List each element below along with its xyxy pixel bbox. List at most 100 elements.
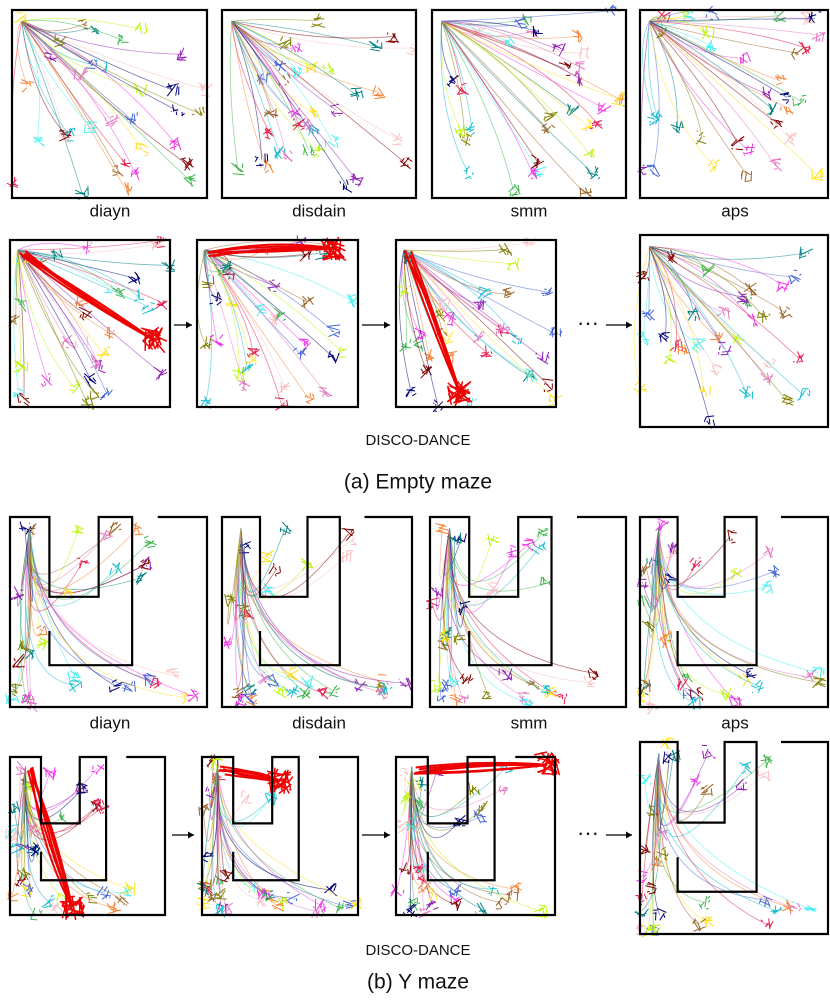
cluster-stroke (745, 174, 746, 182)
trajectory (22, 21, 184, 54)
cluster-stroke (648, 701, 649, 711)
cluster-stroke (719, 346, 720, 350)
method-label: DISCO-DANCE (365, 432, 470, 449)
cluster-stroke (812, 170, 813, 180)
cluster-stroke (819, 684, 825, 685)
trajectory (659, 754, 767, 925)
cluster-stroke (774, 169, 778, 170)
trajectory (30, 528, 79, 587)
cluster-stroke (642, 574, 643, 577)
cluster-stroke (215, 899, 226, 900)
cluster-stroke (324, 903, 325, 911)
cluster-stroke (125, 898, 126, 899)
cluster-stroke (173, 104, 174, 111)
cluster-stroke (526, 539, 533, 541)
cluster-stroke (507, 550, 517, 553)
trajectory (232, 21, 319, 152)
cluster-stroke (766, 580, 773, 582)
cluster-stroke (443, 679, 447, 683)
cluster-stroke (407, 781, 408, 782)
trajectory (404, 250, 531, 375)
cluster-stroke (84, 22, 87, 24)
cluster-stroke (756, 680, 761, 685)
cluster-stroke (109, 897, 110, 898)
cluster-stroke (337, 142, 338, 148)
cluster-stroke (120, 895, 129, 903)
cluster-stroke (700, 902, 704, 907)
cluster-stroke (453, 353, 454, 364)
cluster-stroke (273, 291, 276, 292)
cluster-stroke (799, 274, 801, 275)
cluster-stroke (791, 54, 795, 59)
cluster-stroke (800, 256, 806, 258)
cluster-stroke (205, 883, 210, 884)
trajectory (659, 528, 810, 677)
trajectory (442, 21, 532, 173)
arrow-head (188, 832, 194, 839)
figure: diayn disdain smm aps ··· DISCO-DANCE (a… (0, 0, 830, 998)
cluster-stroke (518, 341, 519, 344)
cluster-stroke (23, 17, 24, 18)
cluster-stroke (27, 362, 28, 372)
cluster-stroke (301, 128, 305, 129)
cluster-stroke (743, 681, 746, 686)
cluster-stroke (306, 396, 314, 399)
cluster-stroke (109, 326, 110, 339)
cluster-stroke (647, 891, 650, 892)
cluster-stroke (544, 116, 545, 120)
cluster-stroke (82, 317, 84, 320)
cluster-stroke (510, 193, 511, 197)
trajectory (232, 21, 295, 113)
cluster-stroke (199, 807, 200, 816)
cluster-stroke (415, 902, 420, 903)
trajectory (659, 528, 819, 673)
cluster-stroke (29, 81, 34, 82)
cluster-stroke (695, 316, 696, 321)
cluster-stroke (587, 56, 589, 59)
cluster-stroke (132, 682, 133, 685)
cluster-stroke (635, 382, 638, 385)
cluster-stroke (771, 121, 774, 124)
cluster-stroke (340, 181, 341, 183)
cluster-stroke (41, 259, 42, 260)
cluster-stroke (190, 176, 192, 187)
cluster-stroke (793, 98, 794, 101)
cluster-stroke (511, 885, 512, 895)
cluster-stroke (265, 170, 269, 173)
cluster-stroke (353, 542, 356, 544)
cluster-stroke (201, 399, 206, 407)
cluster-stroke (533, 681, 534, 683)
cluster-stroke (225, 869, 228, 879)
cluster-stroke (17, 696, 19, 703)
cluster-stroke (667, 853, 668, 856)
trajectory (232, 21, 396, 138)
cluster-stroke (224, 640, 225, 646)
trajectory (643, 247, 650, 339)
cluster-stroke (511, 194, 518, 195)
cluster-stroke (417, 897, 418, 902)
cluster-stroke (387, 33, 388, 35)
arrow-head (384, 322, 390, 329)
trajectory (442, 21, 580, 67)
cluster-stroke (660, 913, 665, 920)
cluster-stroke (260, 167, 261, 168)
cluster-stroke (644, 894, 646, 899)
trajectory (22, 21, 126, 189)
cluster-stroke (798, 903, 800, 908)
cluster-stroke (23, 302, 25, 307)
cluster-stroke (57, 894, 60, 901)
cluster-stroke (512, 341, 516, 344)
cluster-stroke (64, 340, 75, 348)
cluster-stroke (769, 89, 771, 93)
cluster-stroke (69, 677, 79, 678)
trajectory (410, 766, 512, 895)
trajectory (450, 528, 514, 612)
cluster-stroke (241, 795, 244, 797)
cluster-stroke (183, 700, 186, 704)
cluster-stroke (713, 29, 714, 39)
cluster-stroke (275, 567, 277, 570)
trajectory (241, 528, 346, 598)
cluster-stroke (131, 170, 132, 177)
cluster-stroke (532, 27, 533, 28)
cluster-stroke (531, 178, 533, 179)
